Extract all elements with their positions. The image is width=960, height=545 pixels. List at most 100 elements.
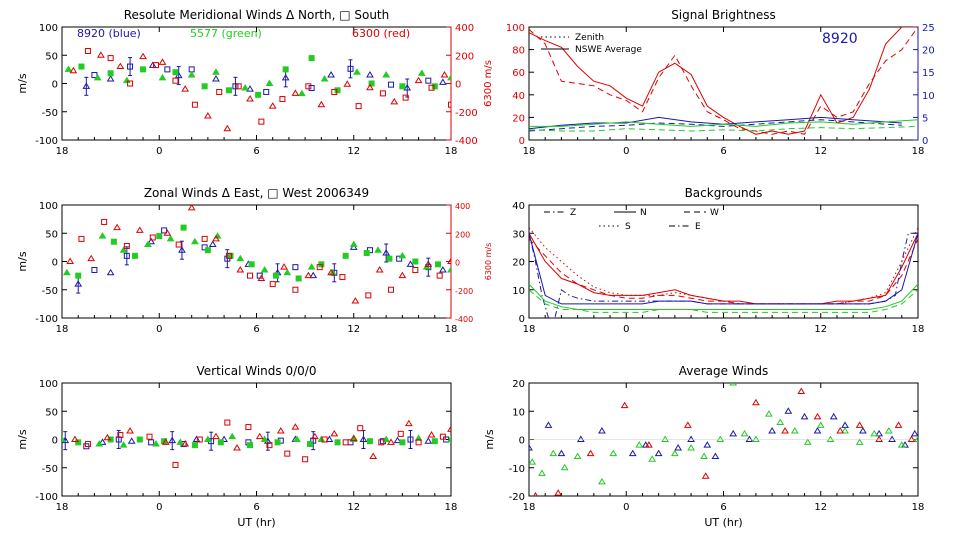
data-point — [178, 246, 186, 253]
data-point — [325, 435, 334, 442]
data-point — [220, 435, 228, 442]
data-point — [687, 435, 695, 442]
data-point — [549, 449, 558, 457]
data-point — [279, 96, 286, 103]
data-point — [110, 238, 117, 245]
data-point — [781, 427, 789, 434]
data-point — [181, 440, 190, 447]
data-point — [223, 124, 232, 132]
data-point — [388, 81, 395, 88]
data-point — [407, 436, 414, 443]
series-line — [529, 233, 918, 305]
data-point — [282, 66, 289, 73]
data-point — [191, 101, 198, 108]
series-line — [529, 283, 918, 310]
data-point — [255, 432, 264, 440]
x-tick-label: 18 — [912, 502, 925, 513]
y2-tick-label: 5 — [922, 113, 928, 124]
data-point — [245, 424, 252, 431]
data-point — [146, 433, 153, 440]
x-tick-label: 0 — [156, 146, 162, 157]
data-point — [203, 112, 212, 119]
y2-tick-label: 20 — [922, 46, 935, 57]
data-point — [224, 419, 231, 426]
data-point — [152, 440, 160, 447]
data-point — [390, 97, 399, 105]
data-point — [119, 246, 128, 253]
data-layer — [529, 383, 918, 496]
data-point — [359, 435, 368, 442]
data-point — [82, 82, 91, 89]
data-point — [64, 65, 73, 72]
y-tick-label: 50 — [45, 407, 58, 418]
data-point — [870, 429, 879, 437]
x-tick-label: 18 — [523, 502, 536, 513]
series-line — [529, 289, 918, 313]
x-tick-label: 18 — [445, 324, 458, 335]
data-point — [382, 249, 391, 256]
y-tick-label: 100 — [39, 201, 58, 212]
x-tick-label: 18 — [912, 146, 925, 157]
data-point — [139, 52, 147, 60]
data-point — [280, 263, 288, 270]
data-point — [813, 412, 822, 420]
data-point — [701, 472, 710, 479]
data-point — [113, 223, 121, 231]
data-point — [784, 407, 793, 414]
data-point — [75, 439, 82, 446]
data-point — [347, 65, 354, 72]
series-line — [529, 27, 918, 135]
legend-label: E — [695, 222, 701, 232]
y-tick-label: 80 — [512, 46, 525, 57]
y-axis-label: m/s — [483, 429, 496, 449]
data-point — [439, 78, 447, 85]
data-point — [447, 257, 451, 264]
data-point — [435, 261, 442, 268]
data-point — [369, 452, 378, 459]
data-point — [164, 66, 171, 73]
data-point — [414, 434, 423, 441]
plot-frame — [61, 26, 452, 141]
data-point — [436, 272, 443, 279]
data-point — [248, 261, 255, 268]
data-point — [560, 463, 569, 471]
data-point — [107, 55, 114, 62]
y2-tick-label: 0 — [455, 80, 461, 91]
data-point — [533, 492, 538, 496]
y2-tick-label: 15 — [922, 68, 935, 79]
data-point — [123, 252, 130, 259]
x-tick-label: 6 — [253, 502, 259, 513]
data-point — [670, 449, 679, 457]
data-point — [161, 227, 168, 234]
data-point — [127, 437, 136, 444]
data-point — [897, 441, 906, 448]
y-tick-label: 0 — [52, 258, 58, 269]
y-tick-label: -100 — [35, 136, 58, 147]
data-point — [448, 101, 451, 108]
x-tick-label: 18 — [445, 146, 458, 157]
data-point — [192, 435, 201, 442]
data-point — [768, 427, 777, 434]
data-point — [247, 272, 254, 279]
x-tick-label: 18 — [912, 324, 925, 335]
data-point — [417, 69, 426, 76]
data-point — [69, 66, 78, 74]
y-tick-label: 100 — [506, 23, 525, 34]
data-point — [813, 427, 822, 434]
data-point — [293, 435, 301, 442]
data-point — [106, 268, 115, 276]
data-point — [292, 286, 299, 293]
plot-frame — [61, 204, 452, 319]
data-point — [292, 264, 299, 271]
data-point — [212, 234, 220, 242]
data-point — [281, 73, 290, 81]
legend-label: S — [625, 222, 631, 232]
x-tick-label: 0 — [623, 324, 629, 335]
panel-p3: Zonal Winds Δ East, □ West 2006349 18 0 6 12… — [16, 186, 493, 335]
data-point — [609, 449, 618, 457]
data-point — [330, 429, 339, 437]
data-point — [95, 440, 104, 447]
data-point — [269, 281, 276, 288]
data-point — [424, 260, 433, 267]
data-point — [661, 435, 670, 442]
